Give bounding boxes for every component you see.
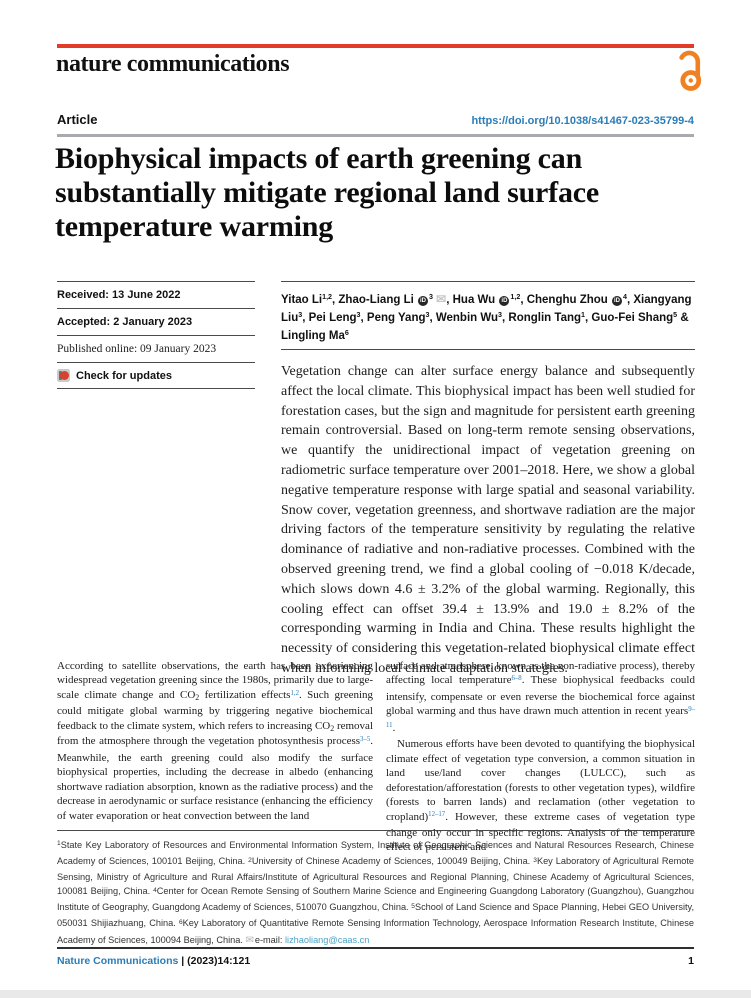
journal-logo: nature communications: [56, 51, 290, 77]
published-date: Published online: 09 January 2023: [57, 335, 255, 362]
open-access-icon: [676, 49, 706, 97]
footer-citation-text: | (2023)14:121: [178, 955, 251, 967]
header-divider: [57, 134, 694, 137]
doi-link[interactable]: https://doi.org/10.1038/s41467-023-35799…: [471, 115, 694, 127]
journal-citation: Nature Communications | (2023)14:121: [57, 955, 250, 967]
email-link[interactable]: lizhaoliang@caas.cn: [284, 934, 370, 945]
page-footer: Nature Communications | (2023)14:121 1: [57, 955, 694, 967]
citation-link[interactable]: 3–5: [360, 735, 371, 743]
article-meta-row: Article https://doi.org/10.1038/s41467-0…: [57, 112, 694, 127]
body-paragraph: According to satellite observations, the…: [57, 660, 374, 822]
page-edge: [0, 990, 751, 998]
email-icon: ✉: [245, 934, 254, 946]
body-columns: According to satellite observations, the…: [57, 659, 695, 855]
body-column-right: surface and atmosphere, known as the non…: [386, 659, 695, 855]
article-history-sidebar: Received: 13 June 2022 Accepted: 2 Janua…: [57, 281, 255, 389]
author-list: Yitao Li1,2, Zhao-Liang Li iD 3 ✉, Hua Wu…: [281, 281, 695, 346]
page-title: Biophysical impacts of earth greening ca…: [55, 142, 599, 243]
citation-link[interactable]: 12–17: [428, 811, 446, 819]
footer-journal-link[interactable]: Nature Communications: [57, 955, 179, 967]
abstract-text: Vegetation change can alter surface ener…: [281, 349, 695, 679]
page-number: 1: [688, 955, 694, 967]
orcid-icon[interactable]: iD: [417, 295, 428, 306]
orcid-icon[interactable]: iD: [612, 295, 623, 306]
header-accent-rule: [57, 44, 694, 48]
body-column-left: According to satellite observations, the…: [57, 659, 373, 855]
citation-link[interactable]: 6–8: [511, 675, 522, 683]
citation-link[interactable]: 1,2: [290, 689, 299, 697]
corresponding-author-icon[interactable]: ✉: [436, 292, 447, 306]
check-for-updates-button[interactable]: Check for updates: [57, 362, 255, 389]
citation-link[interactable]: 9–11: [386, 705, 695, 730]
received-date: Received: 13 June 2022: [57, 281, 255, 308]
footnote-divider: [57, 830, 694, 831]
article-type-label: Article: [57, 112, 98, 127]
orcid-icon[interactable]: iD: [499, 295, 510, 306]
affiliations-footnotes: 1State Key Laboratory of Resources and E…: [57, 840, 695, 946]
accepted-date: Accepted: 2 January 2023: [57, 308, 255, 335]
check-for-updates-label: Check for updates: [76, 369, 172, 382]
body-paragraph: surface and atmosphere, known as the non…: [386, 660, 695, 734]
footer-divider: [57, 947, 694, 949]
body-paragraph: Numerous efforts have been devoted to qu…: [386, 738, 695, 854]
crossmark-icon: [57, 369, 70, 382]
